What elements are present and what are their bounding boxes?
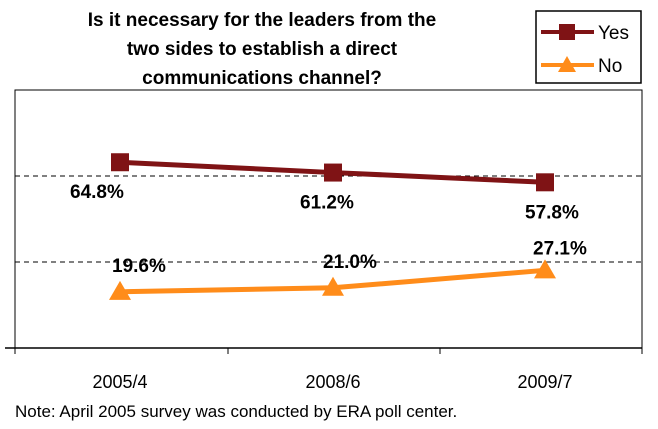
chart-title: Is it necessary for the leaders from the… bbox=[88, 10, 436, 89]
data-label-yes-3: 57.8% bbox=[525, 202, 579, 223]
legend-box bbox=[535, 10, 642, 84]
data-label-no-1: 19.6% bbox=[112, 256, 166, 277]
series-no-point-2 bbox=[322, 276, 344, 296]
series-no-point-1 bbox=[109, 280, 131, 300]
x-axis bbox=[5, 347, 643, 354]
data-labels: 64.8% 61.2% 57.8% 19.6% 21.0% 27.1% bbox=[70, 182, 587, 277]
series-no-point-3 bbox=[534, 259, 556, 279]
data-label-no-3: 27.1% bbox=[533, 238, 587, 259]
data-label-yes-1: 64.8% bbox=[70, 182, 124, 203]
x-tick-label-2: 2008/6 bbox=[305, 372, 360, 392]
data-label-yes-2: 61.2% bbox=[300, 193, 354, 214]
legend-yes-marker bbox=[559, 24, 575, 40]
footnote: Note: April 2005 survey was conducted by… bbox=[15, 402, 457, 421]
legend-yes-label: Yes bbox=[598, 23, 629, 44]
x-tick-labels: 2005/4 2008/6 2009/7 bbox=[92, 372, 572, 392]
title-line-2: two sides to establish a direct bbox=[127, 39, 398, 60]
data-label-no-2: 21.0% bbox=[323, 252, 377, 273]
legend: Yes No bbox=[535, 10, 642, 84]
title-line-1: Is it necessary for the leaders from the bbox=[88, 10, 436, 31]
x-tick-label-3: 2009/7 bbox=[517, 372, 572, 392]
series-yes-point-3 bbox=[536, 173, 554, 192]
legend-no-marker bbox=[558, 56, 576, 72]
series-yes-point-2 bbox=[324, 163, 342, 182]
x-tick-label-1: 2005/4 bbox=[92, 372, 147, 392]
legend-no-label: No bbox=[598, 56, 622, 77]
series-layer bbox=[109, 153, 556, 300]
title-line-3: communications channel? bbox=[142, 68, 382, 89]
series-yes-point-1 bbox=[111, 153, 129, 172]
